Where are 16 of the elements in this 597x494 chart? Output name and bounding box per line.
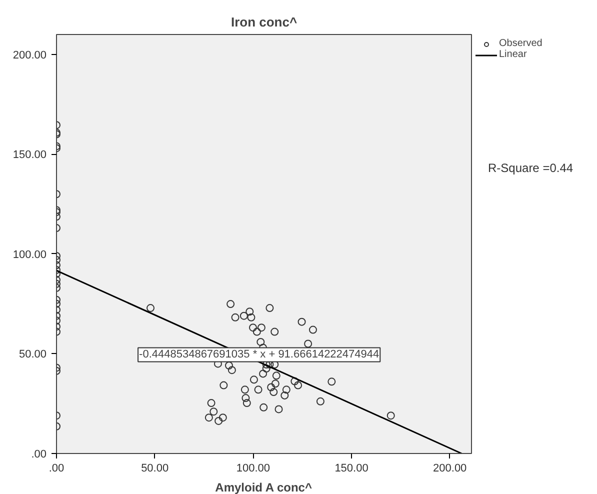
legend-label: Observed — [499, 38, 542, 49]
x-tick-label: 200.00 — [433, 462, 467, 474]
text: R-Square =0.44 — [488, 160, 574, 177]
annotation: -0.4448534867691035 * x + 91.66614222474944 — [139, 348, 380, 361]
x-axis-title: Amyloid A conc^ — [215, 480, 312, 494]
x-tick-label: 150.00 — [334, 462, 368, 474]
y-tick-label: 50.00 — [18, 348, 47, 361]
chart-title: Iron conc^ — [230, 14, 298, 30]
legend-label: Linear — [499, 49, 527, 60]
y-tick-label: 150.00 — [12, 149, 47, 162]
y-tick-label: 200.00 — [12, 49, 47, 62]
x-tick-label: .00 — [48, 462, 64, 474]
x-tick-label: 100.00 — [236, 462, 270, 474]
y-tick-label: 100.00 — [12, 248, 47, 261]
y-tick-label: .00 — [31, 448, 47, 460]
x-tick-label: 50.00 — [141, 462, 169, 474]
